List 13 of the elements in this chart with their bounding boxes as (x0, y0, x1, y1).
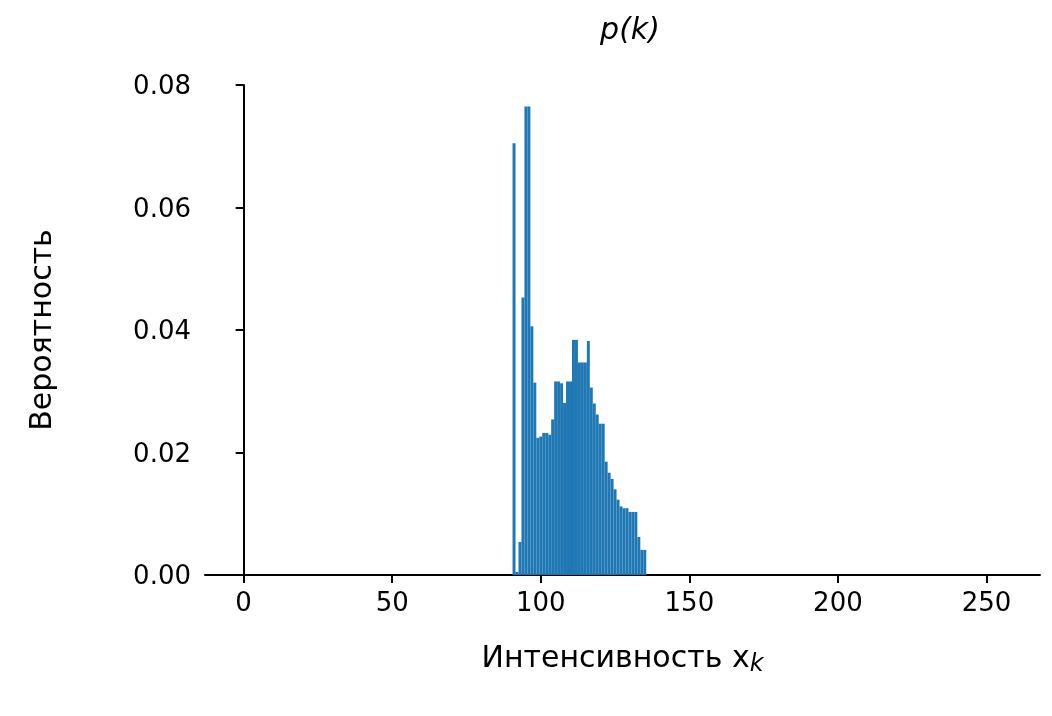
y-tick-label: 0.08 (133, 70, 191, 100)
y-tick-label: 0.06 (133, 192, 191, 223)
y-tick-label: 0.02 (133, 437, 191, 468)
chart-title: p(k) (599, 10, 660, 46)
x-tick-label: 0 (235, 587, 252, 617)
x-tick-label: 200 (813, 587, 863, 617)
y-tick-label: 0.00 (133, 560, 191, 590)
x-tick-label: 250 (961, 587, 1012, 617)
x-tick-label: 100 (515, 587, 566, 617)
y-axis-title: Вероятность (22, 229, 58, 431)
x-tick-label: 50 (375, 587, 409, 617)
y-tick-label: 0.04 (133, 315, 191, 345)
x-tick-label: 150 (664, 587, 715, 617)
